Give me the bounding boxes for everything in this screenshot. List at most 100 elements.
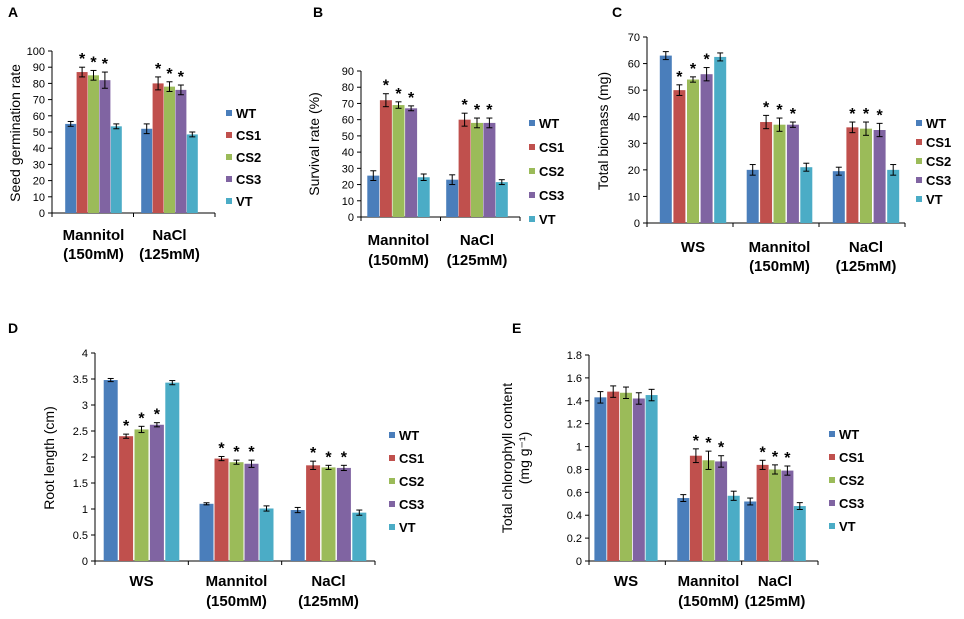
bar-wt [832, 171, 845, 223]
category-label: Mannitol [368, 232, 430, 249]
y-tick-label: 1 [82, 504, 88, 516]
category-sublabel: (150mM) [749, 258, 810, 275]
category-label: NaCl [849, 239, 883, 256]
legend-label-vt: VT [926, 192, 943, 207]
legend-label-wt: WT [926, 116, 946, 131]
significance-star: * [790, 106, 797, 123]
legend-label-vt: VT [839, 519, 856, 534]
legend-label-wt: WT [399, 428, 419, 443]
significance-star: * [325, 449, 332, 466]
y-tick-label: 0 [82, 556, 88, 568]
legend-label-cs1: CS1 [236, 128, 261, 143]
bar-cs1 [119, 436, 134, 561]
legend-swatch-cs2 [829, 477, 835, 483]
y-tick-label: 70 [342, 98, 354, 110]
y-tick-label: 1.2 [567, 419, 582, 431]
legend-label-cs2: CS2 [926, 154, 951, 169]
bar-cs1 [214, 458, 229, 561]
significance-star: * [138, 410, 145, 427]
y-tick-label: 50 [628, 85, 640, 97]
bar-cs3 [175, 89, 187, 213]
legend-swatch-wt [226, 110, 232, 116]
legend-swatch-wt [829, 431, 835, 437]
significance-star: * [166, 66, 173, 83]
bar-cs2 [702, 460, 715, 561]
y-tick-label: 2 [82, 452, 88, 464]
y-tick-label: 1.4 [567, 396, 582, 408]
category-label: Mannitol [63, 227, 125, 244]
y-tick-label: 40 [33, 143, 45, 155]
legend-label-cs2: CS2 [399, 474, 424, 489]
bar-vt [186, 134, 198, 213]
legend-label-cs1: CS1 [926, 135, 951, 150]
bar-cs2 [471, 122, 483, 217]
legend-label-wt: WT [839, 427, 859, 442]
bar-cs3 [483, 122, 496, 217]
panel-letter: E [512, 320, 521, 336]
significance-star: * [395, 86, 402, 103]
legend-label-cs2: CS2 [236, 150, 261, 165]
legend-label-cs3: CS3 [399, 497, 424, 512]
legend-label-vt: VT [236, 194, 253, 209]
category-label: Mannitol [749, 239, 811, 256]
legend-swatch-wt [529, 120, 535, 126]
y-tick-label: 90 [342, 66, 354, 78]
y-tick-label: 50 [342, 131, 354, 143]
bar-vt [165, 382, 180, 561]
legend-swatch-vt [829, 523, 835, 529]
bar-cs1 [306, 465, 321, 561]
significance-star: * [876, 107, 883, 124]
bar-cs2 [88, 75, 99, 213]
bar-cs1 [846, 127, 859, 223]
bar-cs3 [632, 398, 645, 561]
panel-letter: D [8, 320, 18, 336]
bar-vt [417, 177, 430, 217]
legend: WT CS1 CS2 CS3 VT [916, 116, 951, 207]
significance-star: * [772, 449, 779, 466]
significance-star: * [693, 433, 700, 450]
bar-cs3 [715, 461, 728, 561]
y-tick-label: 10 [628, 191, 640, 203]
chart-panel-c: C 0 10 20 30 40 50 60 70 * * * * * * * * * WS Mannitol (150m… [595, 4, 951, 275]
significance-star: * [408, 90, 415, 107]
y-tick-label: 2.5 [73, 426, 88, 438]
y-tick-label: 80 [342, 82, 354, 94]
bar-cs2 [687, 79, 699, 223]
y-tick-label: 10 [33, 192, 45, 204]
significance-star: * [383, 78, 390, 95]
category-sublabel: (150mM) [678, 593, 739, 610]
y-tick-label: 0.5 [73, 530, 88, 542]
category-sublabel: (125mM) [298, 593, 359, 610]
category-label: NaCl [152, 227, 186, 244]
bar-cs1 [152, 83, 164, 214]
y-tick-label: 70 [33, 95, 45, 107]
y-tick-label: 60 [342, 115, 354, 127]
significance-star: * [676, 69, 683, 86]
y-tick-label: 1.6 [567, 373, 582, 385]
category-sublabel: (150mM) [63, 246, 124, 263]
significance-star: * [690, 61, 697, 78]
legend-swatch-cs1 [916, 139, 922, 145]
category-label: NaCl [311, 573, 345, 590]
legend-label-wt: WT [236, 106, 256, 121]
legend-swatch-cs3 [389, 501, 395, 507]
bar-vt [259, 508, 274, 561]
bar-cs2 [392, 105, 405, 217]
legend-swatch-cs2 [529, 168, 535, 174]
y-tick-label: 40 [342, 147, 354, 159]
legend-swatch-vt [916, 196, 922, 202]
y-axis-label-units: (mg g⁻¹) [516, 432, 532, 485]
panel-letter: C [612, 4, 622, 20]
chart-panel-e: E 0 0.2 0.4 0.6 0.8 1 1.2 1.4 1.6 1.8 * * * * * * WS Manni… [499, 320, 864, 610]
panel-letter: B [313, 4, 323, 20]
y-tick-label: 4 [82, 348, 88, 360]
y-tick-label: 0 [576, 556, 582, 568]
y-tick-label: 1.8 [567, 350, 582, 362]
legend: WT CS1 CS2 CS3 VT [829, 427, 864, 534]
y-tick-label: 100 [27, 46, 45, 58]
bar-cs3 [700, 74, 713, 223]
chart-panel-d: D 0 0.5 1 1.5 2 2.5 3 3.5 4 * * * * * * * * * WS Mannitol (15… [8, 320, 424, 610]
y-tick-label: 60 [33, 111, 45, 123]
legend: WT CS1 CS2 CS3 VT [226, 106, 261, 209]
